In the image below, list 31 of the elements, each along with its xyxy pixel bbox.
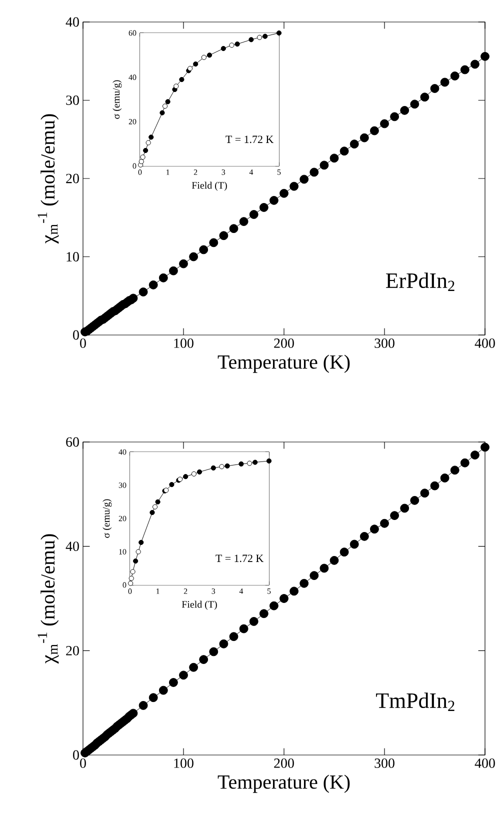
y-axis-title: σ (emu/g) bbox=[102, 499, 112, 538]
y-tick-label: 10 bbox=[66, 252, 79, 262]
x-axis-title: Field (T) bbox=[192, 182, 227, 191]
annotation: ErPdIn$_{2}$ bbox=[386, 272, 454, 291]
annotation: T = 1.72 K bbox=[226, 136, 274, 144]
y-tick-label: 30 bbox=[66, 96, 79, 105]
x-axis-title: Temperature (K) bbox=[218, 774, 350, 793]
x-tick-label: 0 bbox=[80, 758, 86, 768]
x-tick-label: 300 bbox=[374, 338, 394, 348]
y-axis-title: χ$_{m}$$^{-1}$ (mole/emu) bbox=[38, 534, 59, 664]
x-tick-label: 100 bbox=[174, 758, 194, 768]
y-tick-label: 20 bbox=[66, 174, 79, 184]
x-tick-label: 400 bbox=[474, 338, 495, 348]
x-axis-title: Temperature (K) bbox=[218, 354, 350, 373]
y-tick-label: 0 bbox=[73, 330, 79, 340]
y-tick-label: 0 bbox=[73, 750, 79, 760]
y-axis-title: σ (emu/g) bbox=[112, 80, 122, 119]
x-axis-title: Field (T) bbox=[182, 600, 217, 610]
y-tick-label: 20 bbox=[66, 646, 79, 656]
annotation: TmPdIn$_{2}$ bbox=[376, 692, 454, 711]
y-tick-label: 40 bbox=[66, 17, 79, 27]
y-tick-label: 60 bbox=[66, 437, 79, 447]
y-axis-title: χ$_{m}$$^{-1}$ (mole/emu) bbox=[38, 114, 59, 244]
x-tick-label: 400 bbox=[474, 758, 495, 768]
x-tick-label: 300 bbox=[374, 758, 394, 768]
x-tick-label: 0 bbox=[80, 338, 86, 348]
x-tick-label: 200 bbox=[274, 338, 294, 348]
annotation: T = 1.72 K bbox=[216, 554, 264, 562]
y-tick-label: 40 bbox=[66, 542, 79, 552]
x-tick-label: 100 bbox=[174, 338, 194, 348]
x-tick-label: 200 bbox=[274, 758, 294, 768]
